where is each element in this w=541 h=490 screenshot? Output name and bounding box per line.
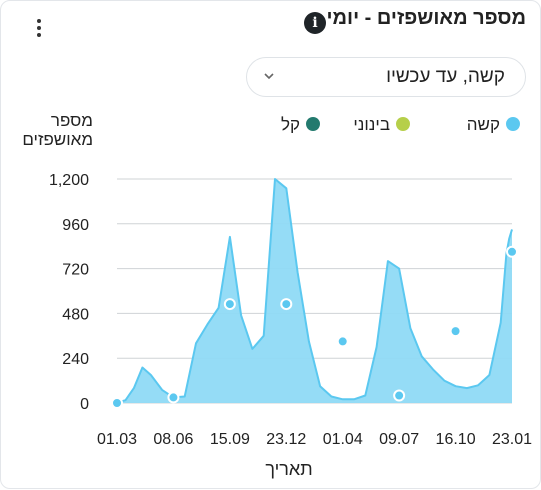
legend-dot [506, 117, 520, 131]
x-tick-label: 15.09 [210, 431, 250, 448]
y-tick-label: 1,200 [49, 172, 89, 189]
data-point [506, 245, 518, 258]
chevron-down-icon [264, 73, 274, 80]
legend-dot [306, 117, 320, 131]
data-point [167, 391, 180, 404]
y-tick-label: 0 [80, 396, 89, 413]
data-point [449, 325, 462, 338]
severity-dropdown[interactable]: קשה, עד עכשיו [246, 57, 526, 97]
data-point [280, 298, 293, 311]
x-tick-label: 08.06 [153, 431, 193, 448]
x-tick-label: 23.01 [492, 431, 532, 448]
x-tick-label: 01.03 [97, 431, 137, 448]
data-point [336, 335, 349, 348]
legend-dot [396, 117, 410, 131]
legend-label: בינוני [353, 115, 390, 134]
info-icon[interactable]: i [304, 12, 326, 34]
x-axis-title: תאריך [265, 459, 313, 479]
x-tick-label: 09.07 [379, 431, 419, 448]
legend-item-mild[interactable]: קל [281, 115, 320, 135]
legend: קשה בינוני קל [1, 115, 541, 137]
x-tick-label: 16.10 [436, 431, 476, 448]
x-tick-label: 23.12 [266, 431, 306, 448]
x-tick-label: 01.04 [323, 431, 363, 448]
series-area [117, 179, 512, 403]
dropdown-selected-value: קשה, עד עכשיו [386, 66, 505, 87]
data-point [393, 389, 406, 402]
y-tick-label: 720 [62, 262, 89, 279]
y-axis-title: מספר מאושפזים [13, 111, 93, 149]
y-tick-label: 480 [62, 306, 89, 323]
chart-title: מספר מאושפזים - יומי [326, 7, 527, 29]
legend-item-severe[interactable]: קשה [467, 115, 520, 135]
legend-label: קל [280, 115, 300, 134]
data-point [223, 298, 236, 311]
y-tick-label: 240 [62, 351, 89, 368]
y-axis-title-line: מאושפזים [22, 130, 93, 149]
legend-label: קשה [466, 115, 500, 134]
data-point [111, 397, 123, 409]
y-tick-label: 960 [62, 217, 89, 234]
y-axis-title-line: מספר [50, 111, 93, 130]
legend-item-moderate[interactable]: בינוני [353, 115, 410, 135]
kebab-menu-icon[interactable] [31, 19, 47, 41]
